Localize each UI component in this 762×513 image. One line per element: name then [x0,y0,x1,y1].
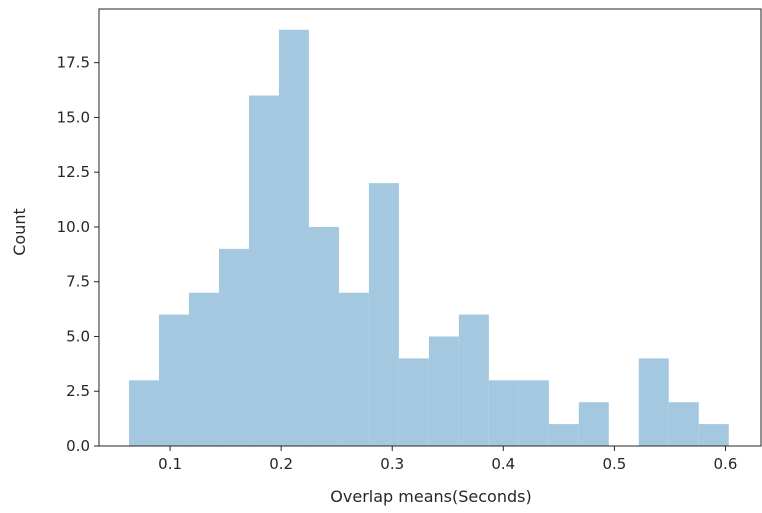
histogram-bar [278,29,309,447]
bars-layer [128,29,729,447]
ticks-layer: 0.1 0.2 0.3 0.4 0.5 0.6 0.0 2.5 5.0 7.5 10.0 12.5 15… [57,54,738,473]
histogram-bar [668,402,699,446]
y-tick-label: 12.5 [57,163,90,181]
y-tick-label: 0.0 [66,437,90,455]
plot-frame [98,8,762,447]
y-axis-title: Count [10,208,29,256]
histogram-bar [218,248,249,446]
histogram-bar [428,336,459,446]
histogram-bar [308,226,339,446]
histogram-bar [578,402,609,446]
histogram-bar [488,380,519,446]
histogram-bar [158,314,189,446]
histogram-bar [518,380,549,446]
x-tick-label: 0.4 [491,455,515,473]
histogram-bar [698,424,729,446]
y-tick-label: 15.0 [57,108,90,126]
histogram-bar [458,314,489,446]
x-tick-label: 0.3 [380,455,404,473]
histogram-bar [338,292,369,446]
y-tick-label: 5.0 [66,327,90,345]
histogram-bar [368,183,399,446]
x-axis-title: Overlap means(Seconds) [330,487,531,506]
histogram-bar [398,358,429,446]
axes-layer [98,8,762,447]
histogram-bar [248,95,279,447]
x-tick-label: 0.2 [269,455,293,473]
histogram-bar [188,292,219,446]
histogram-bar [638,358,669,446]
histogram-bar [128,380,159,446]
y-tick-label: 10.0 [57,218,90,236]
y-tick-label: 17.5 [57,54,90,72]
x-tick-label: 0.6 [714,455,738,473]
y-tick-label: 2.5 [66,382,90,400]
y-tick-label: 7.5 [66,273,90,291]
x-tick-label: 0.1 [158,455,182,473]
x-tick-label: 0.5 [602,455,626,473]
histogram-bar [548,424,579,446]
